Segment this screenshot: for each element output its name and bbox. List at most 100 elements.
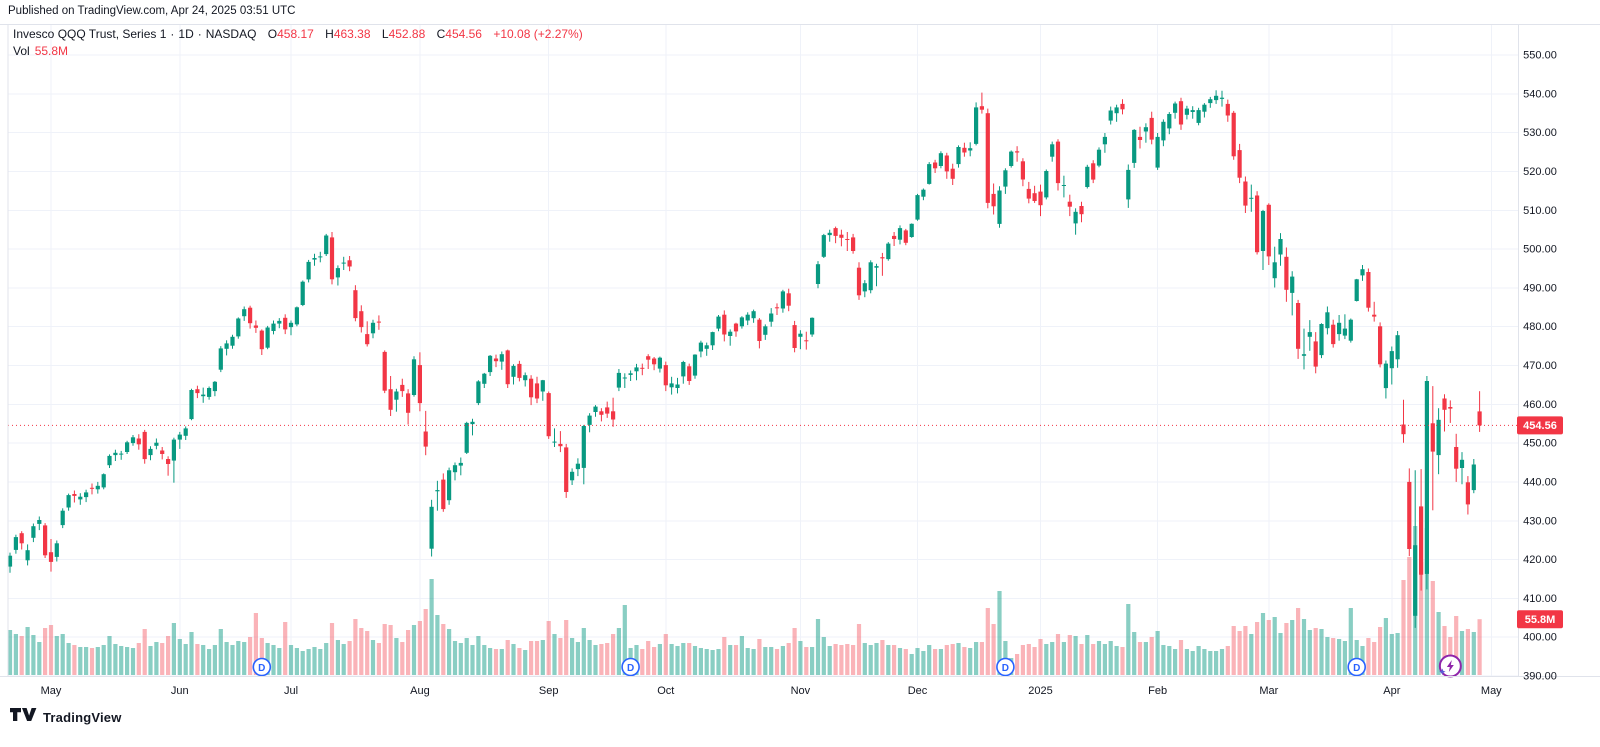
volume-bar[interactable]: [927, 645, 932, 675]
candle-body[interactable]: [1401, 424, 1406, 435]
volume-bar[interactable]: [7, 630, 13, 675]
volume-bar[interactable]: [13, 634, 18, 675]
candle-body[interactable]: [558, 443, 563, 447]
volume-bar[interactable]: [757, 639, 762, 675]
volume-bar[interactable]: [909, 654, 914, 675]
candle-body[interactable]: [1395, 335, 1400, 360]
volume-bar[interactable]: [968, 648, 973, 675]
latest-bar-lightning-icon[interactable]: [1438, 654, 1462, 678]
candle-body[interactable]: [933, 162, 938, 169]
volume-bar[interactable]: [382, 624, 387, 675]
volume-bar[interactable]: [1419, 562, 1424, 675]
candle-body[interactable]: [130, 437, 136, 444]
volume-bar[interactable]: [657, 644, 662, 675]
volume-bar[interactable]: [429, 579, 434, 675]
volume-bar[interactable]: [259, 638, 264, 675]
volume-bar[interactable]: [1272, 617, 1277, 675]
volume-bar[interactable]: [833, 644, 838, 675]
volume-bar[interactable]: [119, 646, 124, 675]
time-tick-label[interactable]: May: [1481, 685, 1502, 697]
candle-body[interactable]: [1255, 195, 1260, 253]
volume-bar[interactable]: [183, 644, 188, 675]
volume-bar[interactable]: [856, 624, 862, 675]
volume-bar[interactable]: [347, 641, 352, 675]
volume-bar[interactable]: [400, 642, 405, 675]
volume-bar[interactable]: [476, 636, 481, 675]
candle-body[interactable]: [306, 261, 311, 280]
candle-body[interactable]: [892, 235, 897, 239]
volume-bar[interactable]: [774, 649, 780, 675]
volume-bar[interactable]: [265, 643, 270, 675]
candle-body[interactable]: [681, 362, 686, 377]
candle-body[interactable]: [207, 388, 212, 397]
volume-bar[interactable]: [177, 639, 182, 675]
volume-bar[interactable]: [1430, 581, 1435, 675]
tradingview-footer[interactable]: TradingView: [10, 708, 122, 727]
volume-bar[interactable]: [575, 642, 580, 675]
volume-bar[interactable]: [944, 645, 949, 675]
volume-bar[interactable]: [423, 609, 428, 675]
candle-body[interactable]: [1020, 161, 1025, 180]
candle-body[interactable]: [769, 313, 774, 322]
candle-body[interactable]: [242, 309, 247, 317]
volume-bar[interactable]: [406, 630, 411, 675]
candle-body[interactable]: [1372, 314, 1377, 317]
candle-body[interactable]: [1032, 193, 1037, 201]
candle-body[interactable]: [611, 411, 616, 420]
candle-body[interactable]: [974, 107, 979, 144]
volume-bar[interactable]: [1266, 620, 1271, 675]
volume-bar[interactable]: [294, 648, 299, 675]
volume-bar[interactable]: [1120, 647, 1125, 675]
candle-body[interactable]: [177, 434, 182, 440]
candle-body[interactable]: [1436, 419, 1441, 456]
volume-bar[interactable]: [43, 628, 48, 675]
volume-bar[interactable]: [1237, 631, 1242, 675]
volume-bar[interactable]: [218, 629, 223, 675]
candle-body[interactable]: [218, 348, 223, 370]
candle-body[interactable]: [1243, 181, 1248, 206]
candle-body[interactable]: [1413, 545, 1418, 616]
volume-bar[interactable]: [862, 643, 867, 675]
volume-bar[interactable]: [1389, 634, 1394, 675]
candle-body[interactable]: [1331, 324, 1336, 345]
volume-bar[interactable]: [763, 647, 768, 675]
volume-bar[interactable]: [195, 644, 200, 675]
volume-bar[interactable]: [845, 644, 850, 675]
volume-bar[interactable]: [300, 651, 305, 675]
volume-bar[interactable]: [224, 642, 229, 675]
time-tick-label[interactable]: May: [41, 685, 62, 697]
volume-bar[interactable]: [154, 642, 159, 675]
volume-bar[interactable]: [66, 643, 71, 675]
volume-bar[interactable]: [312, 647, 317, 675]
volume-bar[interactable]: [271, 645, 276, 675]
candle-body[interactable]: [312, 258, 317, 260]
volume-bar[interactable]: [1477, 619, 1482, 675]
volume-bar[interactable]: [733, 645, 739, 675]
candle-body[interactable]: [534, 383, 540, 399]
volume-bar[interactable]: [974, 642, 979, 675]
candle-body[interactable]: [1272, 262, 1277, 279]
time-tick-label[interactable]: Aug: [410, 685, 430, 697]
volume-bar[interactable]: [810, 647, 815, 675]
candle-body[interactable]: [318, 256, 323, 258]
volume-bar[interactable]: [1249, 634, 1254, 675]
volume-bar[interactable]: [1325, 637, 1330, 675]
time-tick-label[interactable]: Mar: [1259, 685, 1278, 697]
volume-bar[interactable]: [1307, 630, 1312, 675]
candle-body[interactable]: [944, 155, 949, 172]
volume-bar[interactable]: [804, 647, 809, 675]
candle-body[interactable]: [903, 230, 908, 243]
candle-body[interactable]: [950, 168, 955, 179]
volume-bar[interactable]: [37, 642, 42, 675]
candle-body[interactable]: [482, 373, 487, 384]
volume-bar[interactable]: [142, 629, 147, 675]
volume-bar[interactable]: [1044, 644, 1049, 675]
candle-body[interactable]: [956, 147, 961, 165]
volume-bar[interactable]: [1096, 641, 1102, 675]
volume-bar[interactable]: [441, 624, 446, 675]
candle-body[interactable]: [622, 377, 627, 379]
candle-body[interactable]: [248, 307, 253, 324]
candle-body[interactable]: [84, 492, 89, 498]
volume-bar[interactable]: [1331, 638, 1336, 675]
volume-bar[interactable]: [1178, 640, 1184, 675]
